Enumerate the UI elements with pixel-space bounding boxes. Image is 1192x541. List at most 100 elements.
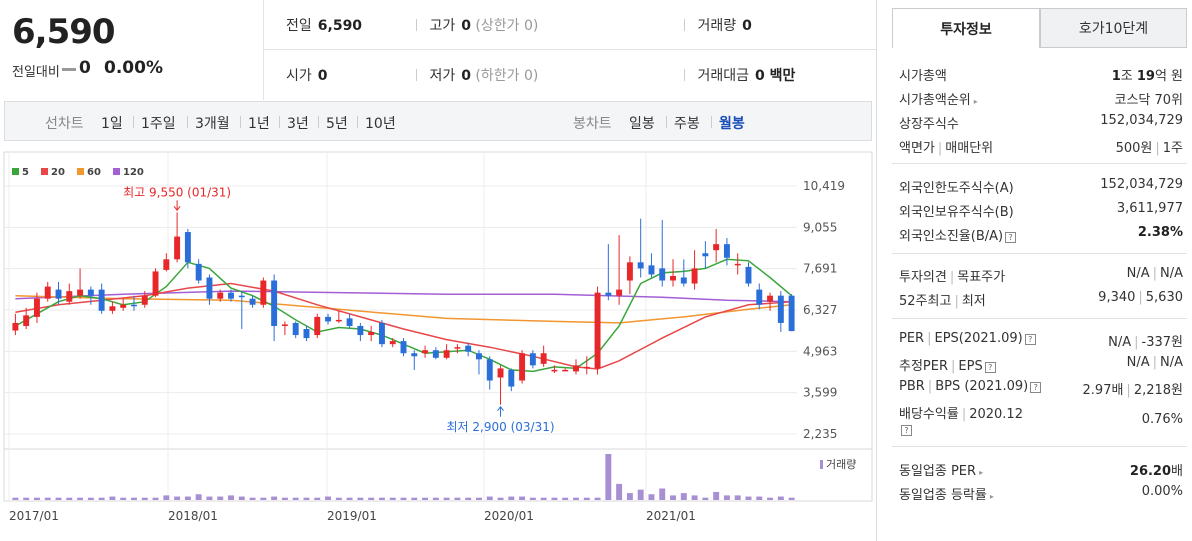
- candle-body: [152, 271, 159, 296]
- candle-body: [141, 295, 148, 305]
- cap-rank-label[interactable]: 시가총액순위 ▸: [899, 93, 978, 108]
- volume-bar: [777, 496, 784, 500]
- investment-info-panel: 투자정보 호가10단계 시가총액 1조 19억 원 시가총액순위 ▸ 코스닥 70…: [876, 0, 1192, 541]
- industry-rate-label[interactable]: 동일업종 등락률 ▸: [899, 488, 994, 503]
- candle-weekly[interactable]: 주봉: [674, 116, 700, 132]
- foreign-ratio-value: 2.38%: [1137, 225, 1183, 240]
- y-tick-label: 4,963: [803, 344, 837, 358]
- help-icon[interactable]: ?: [1030, 382, 1042, 393]
- change-label: 전일대비: [12, 65, 60, 80]
- candle-body: [454, 347, 461, 349]
- candle-body: [325, 316, 331, 322]
- volume-bar: [346, 497, 353, 500]
- candle-body: [508, 369, 515, 387]
- candle-body: [217, 292, 224, 299]
- period-1d[interactable]: 1일: [101, 116, 123, 132]
- volume-bar: [152, 497, 159, 500]
- volume-label: 거래량: [697, 17, 737, 34]
- help-icon[interactable]: ?: [901, 425, 912, 436]
- period-1y[interactable]: 1년: [248, 116, 270, 132]
- chevron-right-icon: ▸: [989, 492, 994, 501]
- pbr-value: 2.97배 | 2,218원: [1082, 383, 1183, 398]
- candle-body: [540, 353, 547, 364]
- pbr-label: PBR | BPS (2021.09)?: [899, 379, 1042, 394]
- candle-body: [271, 280, 278, 326]
- period-5y[interactable]: 5년: [326, 116, 348, 132]
- volume: 거래량 0: [684, 15, 751, 35]
- volume-bar: [637, 489, 644, 500]
- candle-monthly[interactable]: 월봉: [719, 116, 745, 132]
- candle-body: [497, 368, 504, 378]
- y-tick-label: 9,055: [803, 220, 837, 234]
- tab-investment-info[interactable]: 투자정보: [892, 8, 1040, 48]
- divider: [187, 116, 188, 128]
- period-10y[interactable]: 10년: [365, 116, 396, 132]
- candle-body: [573, 365, 579, 372]
- chevron-right-icon: ▸: [979, 468, 984, 477]
- volume-label: 거래량: [826, 458, 856, 471]
- volume-bar: [519, 496, 526, 500]
- volume-bar: [540, 497, 547, 500]
- volume-bar: [562, 497, 569, 500]
- volume-bar: [303, 497, 310, 500]
- volume-bar: [271, 496, 278, 500]
- volume-bar: [713, 491, 720, 500]
- candle-body: [443, 350, 450, 358]
- industry-per-label[interactable]: 동일업종 PER ▸: [899, 464, 984, 479]
- volume-bar: [583, 497, 590, 500]
- market-cap-row: 시가총액 1조 19억 원: [899, 62, 1183, 86]
- candle-body: [583, 366, 590, 369]
- volume-bar: [292, 497, 299, 500]
- candle-body: [648, 265, 655, 275]
- quote-info-grid: 전일 6,590 고가 0 (상한가 0) 거래량 0 시가 0 저가 0 (하한가 0)…: [263, 0, 877, 100]
- period-3y[interactable]: 3년: [287, 116, 309, 132]
- prev-close-label: 전일: [286, 17, 312, 34]
- candle-body: [335, 319, 342, 322]
- candle-body: [109, 306, 116, 311]
- candle-body: [131, 304, 137, 307]
- x-tick-label: 2019/01: [327, 509, 377, 523]
- section-divider: [892, 253, 1187, 254]
- volume-bar: [335, 497, 342, 500]
- candle-body: [594, 292, 601, 369]
- volume-bar: [174, 496, 181, 500]
- volume-bar: [184, 496, 191, 500]
- market-cap-label: 시가총액: [899, 69, 947, 84]
- volume-bar: [314, 497, 321, 500]
- shares-row: 상장주식수 152,034,729: [899, 110, 1183, 134]
- volume-bar: [476, 497, 482, 500]
- volume-bar: [55, 497, 62, 500]
- week52-label: 52주최고 | 최저: [899, 294, 986, 309]
- divider: [279, 116, 280, 128]
- flat-icon: [62, 68, 76, 71]
- per-row: PER | EPS(2021.09)? N/A | -337원: [899, 328, 1183, 352]
- period-1w[interactable]: 1주일: [141, 116, 176, 132]
- help-icon[interactable]: ?: [1005, 232, 1017, 243]
- industry-per-row[interactable]: 동일업종 PER ▸ 26.20배: [899, 457, 1183, 481]
- candle-body: [659, 268, 666, 281]
- volume-bar: [529, 497, 536, 500]
- candle-daily[interactable]: 일봉: [629, 116, 655, 132]
- volume-legend-swatch: [820, 460, 823, 469]
- volume-bar: [44, 497, 51, 500]
- period-3m[interactable]: 3개월: [195, 116, 230, 132]
- candle-body: [249, 298, 256, 305]
- volume-pane-frame: [3, 448, 873, 502]
- cap-rank-row[interactable]: 시가총액순위 ▸ 코스닥 70위: [899, 86, 1183, 110]
- industry-rate-row[interactable]: 동일업종 등락률 ▸ 0.00%: [899, 481, 1183, 505]
- help-icon[interactable]: ?: [984, 362, 996, 373]
- tab-orderbook[interactable]: 호가10단계: [1040, 8, 1187, 48]
- candle-body: [314, 316, 321, 336]
- y-tick-label: 2,235: [803, 427, 837, 441]
- candle-body: [77, 289, 84, 296]
- high-price: 고가 0 (상한가 0): [416, 15, 538, 35]
- volume-bar: [378, 497, 385, 500]
- candle-body: [389, 341, 396, 345]
- foreign-limit-row: 외국인한도주식수(A) 152,034,729: [899, 174, 1183, 198]
- candle-body: [519, 353, 526, 381]
- help-icon[interactable]: ?: [1024, 334, 1036, 345]
- candle-body: [346, 318, 353, 326]
- candle-body: [680, 277, 687, 284]
- divider: [133, 116, 134, 128]
- stock-chart[interactable]: 10,419 9,055 7,691 6,327 4,963 3,599 2,235 2017…: [0, 148, 876, 541]
